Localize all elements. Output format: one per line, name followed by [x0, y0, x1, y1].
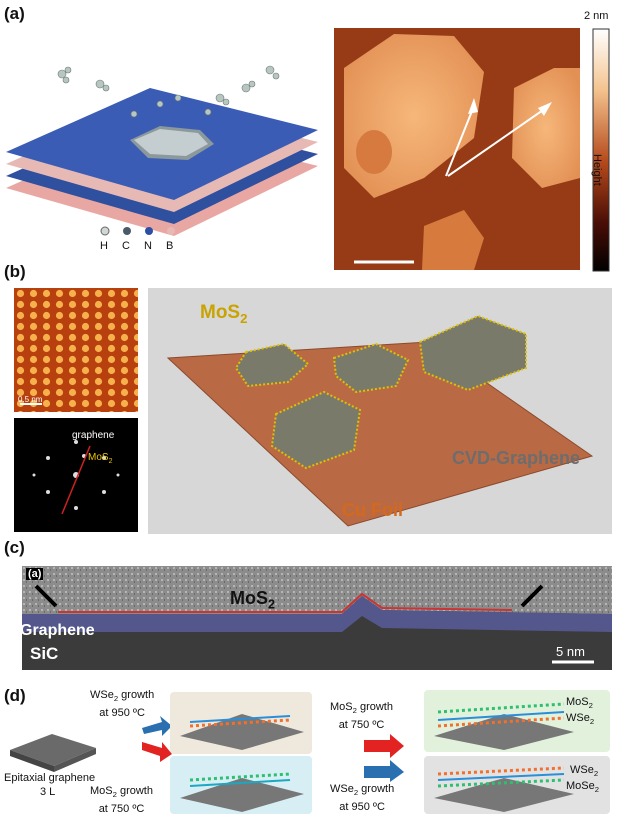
fft-graphene-label: graphene [72, 430, 115, 441]
red-arrow-icon [142, 742, 172, 762]
substrate-label: Epitaxial graphene [4, 772, 96, 784]
colorbar-axis-label: Height [591, 154, 603, 186]
result-top-mos2-label: MoS2 [566, 696, 593, 711]
step2-top-text: MoS2 growth at 750 ºC [330, 701, 393, 732]
arrow-right [447, 107, 547, 177]
mos2-graphene-schematic [148, 288, 612, 534]
schematic-graphene-label: CVD-Graphene [452, 448, 581, 468]
panel-c-label: (c) [4, 538, 25, 557]
blue-arrow-icon [364, 760, 404, 782]
tem-scalebar-label: 5 nm [556, 644, 585, 659]
panel-d-label: (d) [4, 686, 26, 705]
floating-molecules [57, 65, 280, 118]
atom-c-icon [123, 227, 131, 235]
result-bottom-wse2-label: WSe2 [570, 764, 599, 779]
panel-a-label: (a) [4, 4, 25, 23]
arrow-left [445, 105, 475, 177]
step2-arrows [364, 734, 404, 782]
mos2-flake-3 [418, 314, 527, 392]
stm-height-image [334, 28, 580, 270]
intermediate-wse2-box [170, 692, 312, 754]
panel-b-label: (b) [4, 262, 26, 281]
epitaxial-graphene-substrate [10, 734, 96, 772]
atom-n-label: N [144, 240, 152, 252]
result-wse2-mose2-box [424, 756, 610, 814]
height-colorbar [592, 28, 610, 272]
result-mos2-wse2-box [424, 690, 610, 752]
colorbar-max-label: 2 nm [584, 10, 609, 22]
fft-pattern [14, 418, 138, 532]
step1-bottom-text: MoS2 growth at 750 ºC [90, 785, 153, 816]
result-bottom-mose2-label: MoSe2 [566, 780, 600, 795]
blue-arrow-icon [142, 716, 172, 736]
tem-inset-label: (a) [26, 568, 44, 580]
intermediate-mos2-box [170, 756, 312, 814]
mos2-flake-2 [332, 342, 410, 394]
schematic-cu-foil-label: Cu Foil [342, 500, 403, 520]
tem-sic-label: SiC [30, 644, 59, 663]
layers-label: 3 L [40, 786, 56, 798]
graphene-island-right [512, 68, 580, 188]
hbn-growth-schematic [6, 65, 318, 236]
tem-graphene-label: Graphene [20, 622, 95, 639]
result-top-wse2-label: WSe2 [566, 712, 595, 727]
schematic-mos2-label: MoS2 [200, 302, 248, 326]
tem-cross-section [22, 566, 612, 670]
atom-n-icon [145, 227, 153, 235]
mos2-flake-1 [234, 342, 310, 388]
atom-b-label: B [166, 240, 174, 252]
mos2-flake-4 [270, 390, 362, 470]
fft-mos2-label: MoS2 [88, 452, 113, 465]
tem-mos2-label: MoS2 [230, 588, 276, 612]
step1-arrows [142, 716, 172, 762]
atomic-scalebar-label: 0.5 nm [18, 395, 43, 404]
atom-c-label: C [122, 240, 130, 252]
atom-h-icon [100, 226, 110, 236]
step1-top-text: WSe2 growth at 950 ºC [90, 689, 155, 720]
atomic-resolution-image [14, 288, 138, 412]
atom-b-icon [167, 227, 175, 235]
step2-bottom-text: WSe2 growth at 950 ºC [330, 783, 395, 814]
red-arrow-icon [364, 734, 404, 758]
atom-h-label: H [100, 240, 108, 252]
cu-foil-graphene-sheet [168, 342, 592, 526]
